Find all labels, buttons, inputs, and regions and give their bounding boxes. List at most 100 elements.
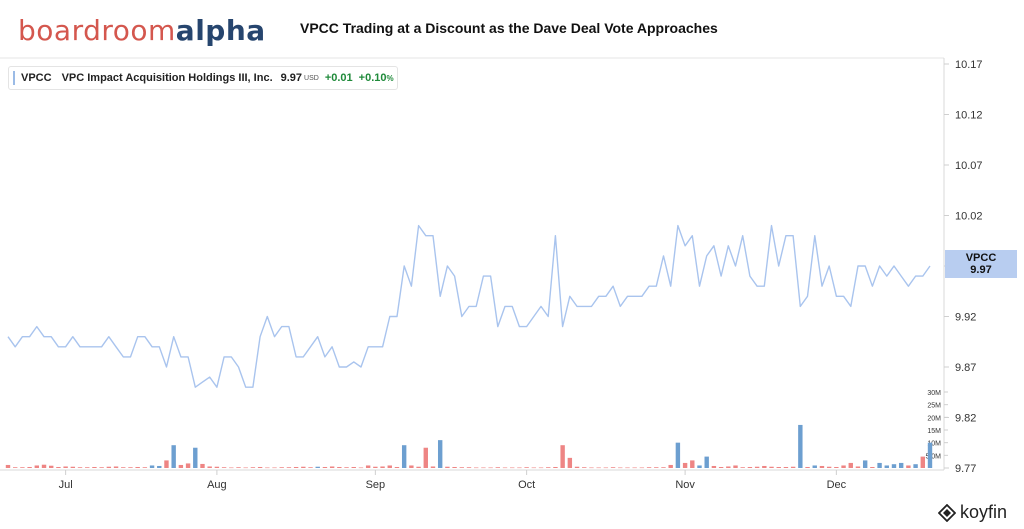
y-tick-label: 10.07 [955, 160, 983, 172]
volume-bar [178, 464, 184, 468]
x-tick-label: Oct [518, 479, 535, 491]
volume-bar [20, 467, 25, 468]
volume-bar [762, 465, 767, 468]
volume-bar [625, 467, 630, 469]
volume-bar [711, 465, 717, 468]
legend-change-pct: +0.10% [358, 72, 394, 84]
volume-bar [927, 442, 933, 468]
volume-bar [697, 465, 702, 468]
volume-bar [27, 466, 32, 468]
volume-bar [459, 467, 464, 468]
koyfin-watermark: koyfin [938, 502, 1007, 523]
volume-bar [135, 466, 140, 468]
volume-bar [63, 466, 68, 468]
volume-bar [906, 465, 911, 468]
volume-bar [805, 466, 810, 468]
volume-bar [437, 440, 443, 468]
y-tick-label: 9.92 [955, 312, 976, 324]
volume-bar [358, 467, 364, 469]
volume-bar [754, 466, 760, 468]
volume-bar [819, 465, 825, 468]
y-tick-label: 9.87 [955, 362, 976, 374]
volume-bar [582, 467, 587, 468]
volume-bar [510, 467, 515, 469]
volume-bar [351, 466, 356, 468]
volume-bar [740, 467, 745, 468]
volume-bar [466, 467, 472, 468]
volume-bar [423, 447, 428, 468]
volume-bar [862, 460, 868, 468]
volume-bar [654, 467, 659, 468]
x-tick-label: Dec [827, 479, 847, 491]
volume-bar [481, 467, 486, 469]
volume-tick-label: 20M [927, 415, 941, 422]
last-price-tag: VPCC 9.97 [945, 250, 1017, 278]
volume-bar [574, 466, 580, 468]
volume-bar [401, 445, 407, 468]
volume-bar [41, 464, 47, 468]
volume-bar [236, 467, 241, 468]
volume-bar [531, 467, 537, 469]
volume-bar [157, 465, 162, 468]
volume-bar [682, 462, 688, 468]
volume-bar [776, 466, 781, 468]
volume-bar [524, 467, 529, 468]
volume-bar [257, 466, 263, 468]
volume-bar [373, 466, 378, 468]
y-tick-label: 10.02 [955, 211, 983, 223]
series-swatch [13, 71, 15, 85]
volume-bar [913, 464, 918, 468]
volume-bar [229, 467, 234, 469]
volume-bar [279, 467, 284, 468]
volume-bar [207, 466, 212, 468]
volume-bar [452, 466, 457, 468]
volume-bar [430, 466, 436, 468]
volume-bar [250, 467, 256, 468]
volume-bar [567, 457, 573, 468]
volume-bar [639, 467, 645, 469]
volume-bar [113, 466, 119, 468]
price-line [7, 224, 931, 388]
volume-bar [171, 445, 176, 468]
volume-bar [149, 465, 155, 468]
volume-bar [286, 467, 292, 468]
volume-bar [690, 460, 695, 468]
x-tick-label: Sep [366, 479, 386, 491]
volume-bar [121, 467, 126, 468]
volume-bar [272, 467, 277, 469]
volume-bar [337, 466, 342, 468]
volume-bar [293, 466, 299, 468]
volume-bar [898, 462, 904, 468]
volume-bar [193, 447, 198, 468]
volume-bar [783, 466, 789, 468]
volume-bar [214, 466, 220, 468]
volume-bar [70, 466, 76, 468]
x-tick-label: Jul [59, 479, 73, 491]
volume-bar [77, 467, 83, 468]
volume-bar [834, 466, 839, 468]
volume-bar [387, 465, 392, 468]
volume-bar [718, 466, 724, 468]
volume-bar [502, 467, 508, 469]
volume-bar [128, 467, 133, 468]
y-tick-label: 10.17 [955, 59, 983, 71]
volume-bar [85, 467, 90, 468]
volume-bar [769, 466, 774, 468]
volume-bar [221, 467, 227, 468]
price-chart: 10.17 10.12 10.07 10.02 9.97 9.92 9.87 9.82 9.77… [0, 57, 983, 491]
volume-bar [546, 467, 551, 468]
series-legend: VPCC VPC Impact Acquisition Holdings III… [8, 66, 398, 90]
koyfin-brand-text: koyfin [960, 502, 1008, 522]
volume-bar [344, 467, 349, 468]
volume-bar [596, 467, 601, 469]
volume-bar [646, 467, 652, 468]
boardroom-alpha-logo: boardroomalpha [18, 14, 266, 47]
volume-bar [380, 466, 385, 468]
volume-bar [409, 465, 414, 468]
volume-bar [841, 465, 846, 468]
volume-bar [891, 464, 897, 468]
volume-bar [920, 456, 925, 468]
volume-bar [560, 445, 565, 468]
y-tick-label: 10.12 [955, 110, 983, 122]
volume-bar [495, 467, 501, 468]
